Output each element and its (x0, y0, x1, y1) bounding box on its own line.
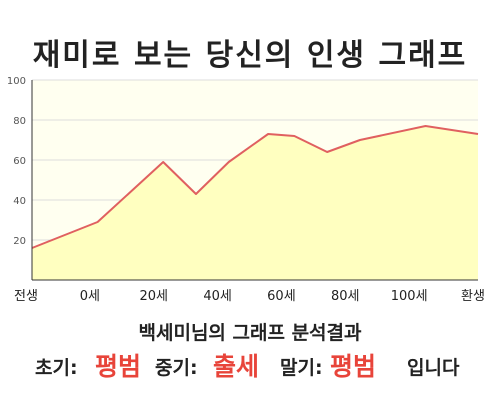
x-tick-label-4: 60세 (267, 289, 296, 304)
mid-label: 중기: (155, 357, 198, 379)
result-summary: 초기: 평범 중기: 출세 말기: 평범 입니다 (0, 347, 500, 381)
x-tick-label-3: 40세 (203, 289, 232, 304)
result-subtitle: 백세미님의 그래프 분석결과 (138, 322, 362, 344)
x-tick-label-2: 20세 (139, 289, 168, 304)
life-graph-chart: 20 40 60 80 100 전생 0세 20세 40세 60세 80세 100세 환생 (7, 76, 485, 304)
chart-title: 재미로 보는 당신의 인생 그래프 (32, 38, 468, 73)
series-line (31, 125, 479, 249)
late-label: 말기: (280, 357, 323, 379)
y-tick-label-20: 20 (13, 236, 26, 247)
late-value: 평범 (330, 352, 377, 381)
mid-value: 출세 (213, 352, 260, 381)
x-tick-label-1: 0세 (80, 289, 100, 304)
early-value: 평범 (95, 352, 142, 381)
x-tick-label-7: 환생 (461, 289, 485, 304)
x-tick-label-5: 80세 (331, 289, 360, 304)
y-tick-label-40: 40 (13, 196, 26, 207)
x-tick-label-0: 전생 (14, 289, 38, 304)
y-tick-label-100: 100 (7, 76, 26, 87)
y-tick-label-60: 60 (13, 156, 26, 167)
area-fill (32, 126, 478, 280)
result-ending: 입니다 (407, 357, 460, 379)
x-tick-label-6: 100세 (391, 289, 428, 304)
y-tick-label-80: 80 (13, 116, 26, 127)
early-label: 초기: (35, 357, 78, 379)
